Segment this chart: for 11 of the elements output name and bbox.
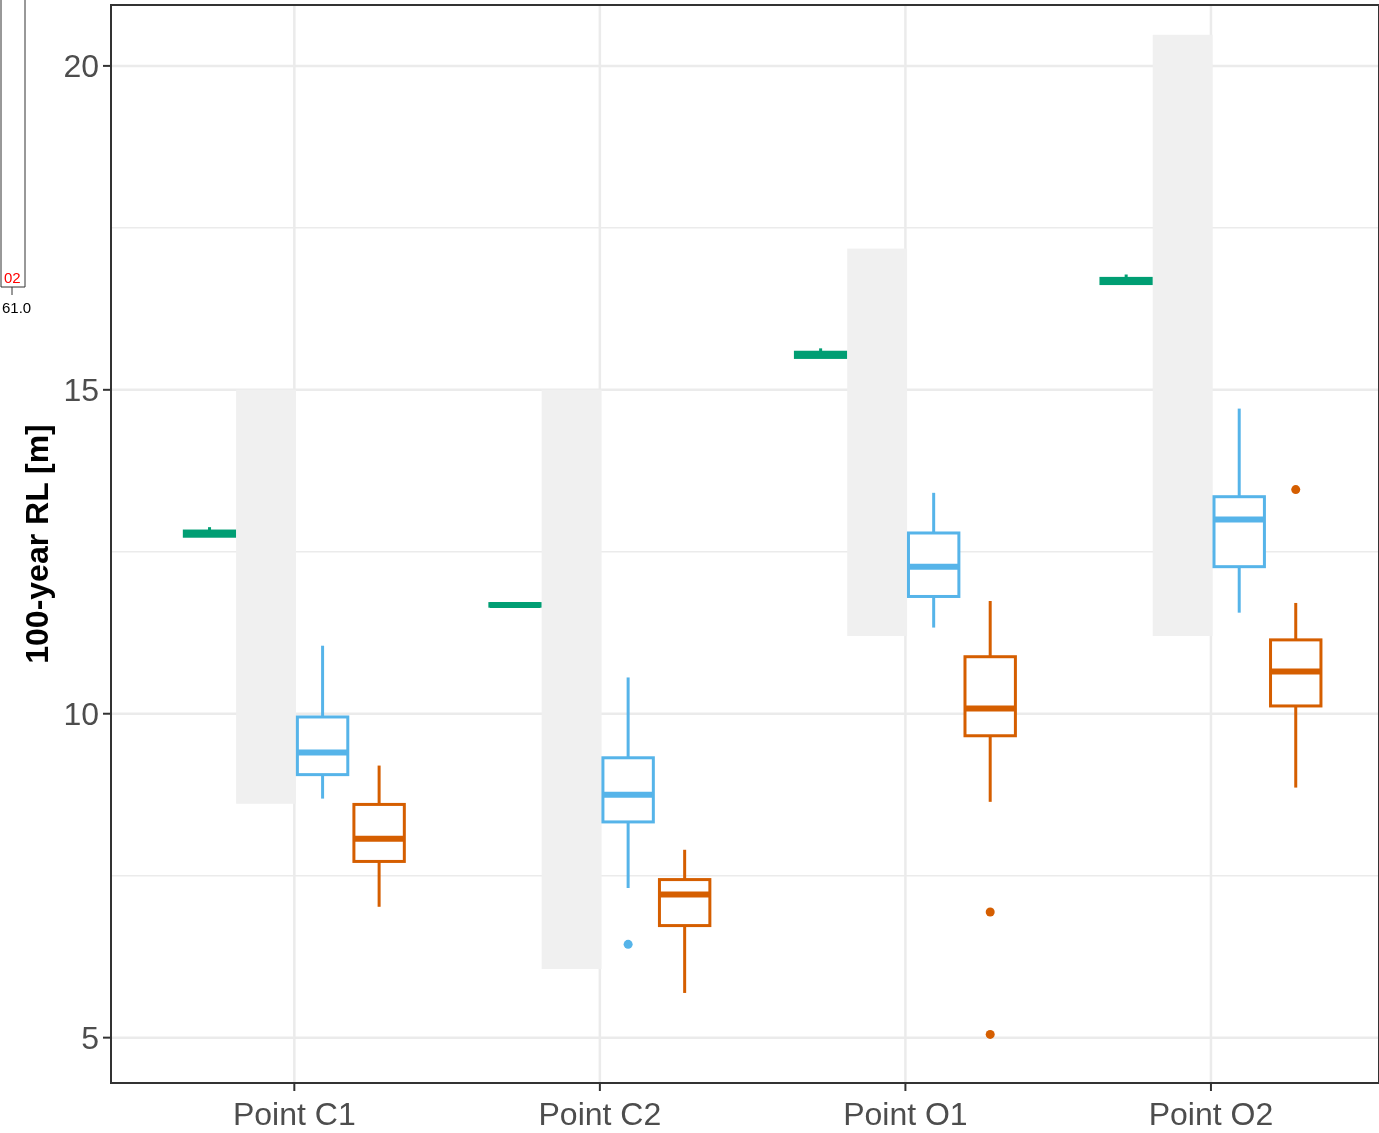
x-tick-label: Point O2 bbox=[1148, 1096, 1274, 1132]
y-tick-label: 15 bbox=[63, 372, 99, 409]
x-tick-label: Point C2 bbox=[538, 1096, 662, 1132]
x-tick-label: Point O1 bbox=[843, 1096, 968, 1132]
text: 02 bbox=[4, 269, 21, 286]
y-tick-label: 5 bbox=[81, 1019, 99, 1056]
y-axis-title: 100-year RL [m] bbox=[19, 424, 55, 664]
y-tick-label: 10 bbox=[63, 695, 99, 732]
x-tick-label: Point C1 bbox=[232, 1096, 356, 1132]
y-tick-label: 20 bbox=[63, 48, 99, 85]
text: 61.0 bbox=[2, 299, 32, 316]
